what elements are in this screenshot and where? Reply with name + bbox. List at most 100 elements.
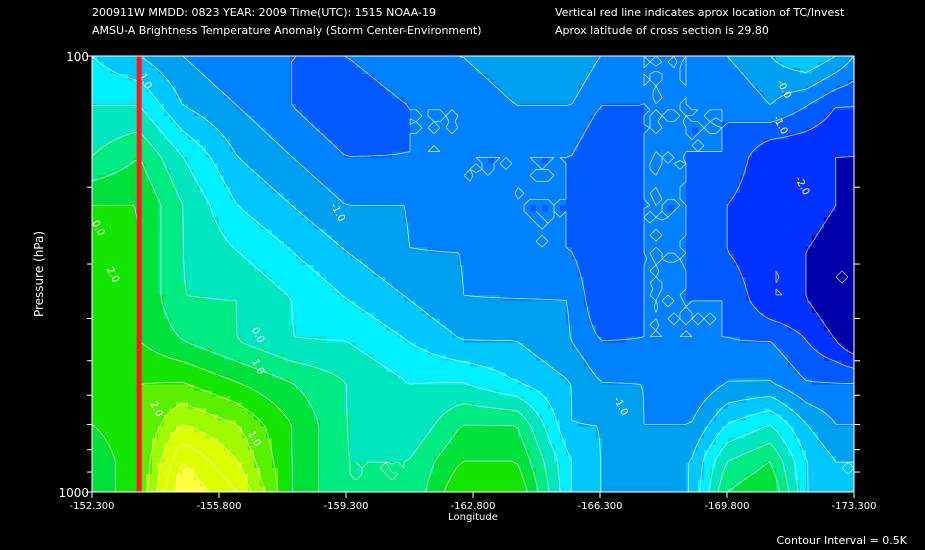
anomaly-cell	[776, 229, 783, 236]
anomaly-cell	[836, 169, 843, 177]
anomaly-cell	[488, 145, 495, 153]
anomaly-cell	[620, 223, 627, 230]
anomaly-cell	[704, 276, 711, 284]
anomaly-cell	[752, 109, 759, 117]
anomaly-cell	[350, 223, 357, 230]
anomaly-cell	[308, 199, 315, 206]
anomaly-cell	[500, 247, 507, 254]
anomaly-cell	[164, 115, 171, 123]
anomaly-cell	[188, 253, 195, 260]
anomaly-cell	[260, 181, 267, 188]
anomaly-cell	[626, 127, 633, 135]
anomaly-cell	[194, 265, 201, 272]
anomaly-cell	[452, 282, 459, 290]
anomaly-cell	[110, 91, 117, 99]
anomaly-cell	[662, 56, 669, 63]
anomaly-cell	[806, 223, 813, 230]
anomaly-cell	[176, 169, 183, 177]
anomaly-cell	[296, 288, 303, 296]
anomaly-cell	[446, 109, 453, 117]
anomaly-cell	[578, 169, 585, 177]
anomaly-cell	[104, 229, 111, 236]
anomaly-cell	[524, 163, 531, 171]
anomaly-cell	[158, 103, 165, 111]
anomaly-cell	[632, 61, 639, 69]
anomaly-cell	[662, 199, 669, 206]
anomaly-cell	[848, 151, 854, 159]
anomaly-cell	[470, 276, 477, 284]
anomaly-cell	[158, 223, 165, 230]
anomaly-cell	[698, 157, 705, 165]
anomaly-cell	[650, 175, 657, 183]
anomaly-cell	[836, 181, 843, 188]
anomaly-cell	[620, 205, 627, 212]
anomaly-cell	[560, 175, 567, 183]
anomaly-cell	[314, 121, 321, 129]
anomaly-cell	[692, 235, 699, 242]
anomaly-cell	[836, 223, 843, 230]
anomaly-cell	[584, 229, 591, 236]
anomaly-cell	[374, 229, 381, 236]
anomaly-cell	[422, 235, 429, 242]
anomaly-cell	[344, 259, 351, 266]
anomaly-cell	[530, 181, 537, 188]
anomaly-cell	[116, 127, 123, 135]
anomaly-cell	[260, 97, 267, 105]
anomaly-cell	[644, 91, 651, 99]
anomaly-cell	[638, 175, 645, 183]
anomaly-cell	[620, 79, 627, 87]
anomaly-cell	[716, 217, 723, 224]
anomaly-cell	[674, 271, 681, 278]
anomaly-cell	[188, 103, 195, 111]
anomaly-cell	[248, 282, 255, 290]
anomaly-cell	[464, 115, 471, 123]
anomaly-cell	[350, 211, 357, 218]
anomaly-cell	[176, 67, 183, 75]
anomaly-cell	[338, 85, 345, 93]
anomaly-cell	[626, 79, 633, 87]
anomaly-cell	[182, 121, 189, 129]
anomaly-cell	[752, 73, 759, 81]
anomaly-cell	[806, 175, 813, 183]
anomaly-cell	[362, 61, 369, 69]
anomaly-cell	[746, 187, 753, 194]
anomaly-cell	[536, 193, 543, 200]
anomaly-cell	[446, 139, 453, 147]
anomaly-cell	[122, 271, 129, 278]
anomaly-cell	[98, 127, 105, 135]
anomaly-cell	[224, 67, 231, 75]
anomaly-cell	[338, 253, 345, 260]
anomaly-cell	[758, 193, 765, 200]
anomaly-cell	[128, 181, 135, 188]
anomaly-cell	[308, 211, 315, 218]
anomaly-cell	[116, 109, 123, 117]
anomaly-cell	[368, 199, 375, 206]
anomaly-cell	[152, 139, 159, 147]
anomaly-cell	[668, 139, 675, 147]
anomaly-cell	[308, 79, 315, 87]
anomaly-cell	[356, 211, 363, 218]
anomaly-cell	[158, 61, 165, 69]
anomaly-cell	[308, 282, 315, 290]
anomaly-cell	[350, 181, 357, 188]
anomaly-cell	[740, 121, 747, 129]
anomaly-cell	[836, 193, 843, 200]
anomaly-cell	[506, 56, 513, 63]
anomaly-cell	[692, 223, 699, 230]
anomaly-cell	[284, 163, 291, 171]
anomaly-cell	[290, 163, 297, 171]
anomaly-cell	[374, 175, 381, 183]
anomaly-cell	[332, 97, 339, 105]
anomaly-cell	[842, 115, 849, 123]
anomaly-cell	[530, 265, 537, 272]
anomaly-cell	[746, 56, 753, 63]
anomaly-cell	[92, 115, 99, 123]
anomaly-cell	[236, 169, 243, 177]
anomaly-cell	[404, 73, 411, 81]
anomaly-cell	[812, 199, 819, 206]
anomaly-cell	[530, 229, 537, 236]
anomaly-cell	[590, 115, 597, 123]
anomaly-cell	[104, 253, 111, 260]
anomaly-cell	[524, 79, 531, 87]
anomaly-cell	[218, 139, 225, 147]
